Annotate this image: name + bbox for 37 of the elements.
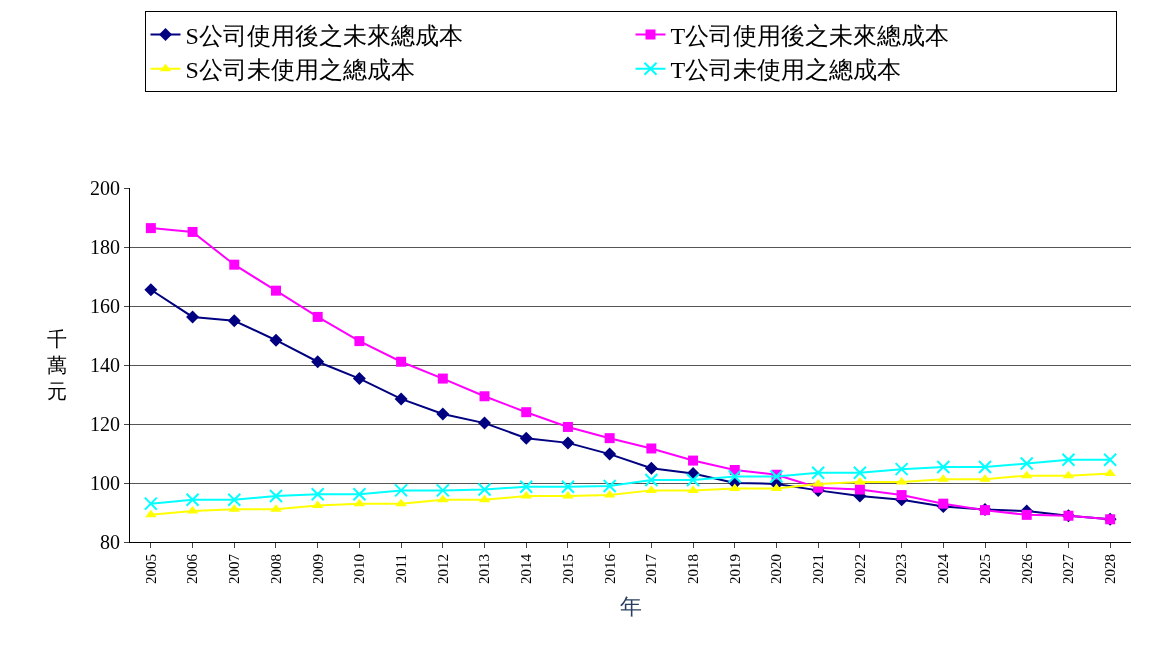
x-tick-label: 2017 xyxy=(643,553,660,584)
x-tick-label: 2020 xyxy=(768,554,785,584)
x-tick-label: 2025 xyxy=(976,554,993,584)
y-tick-label: 120 xyxy=(90,413,120,435)
x-tick-label: 2018 xyxy=(684,554,701,584)
x-tick-label: 2014 xyxy=(518,553,535,584)
x-tick-label: 2011 xyxy=(392,554,409,584)
legend-label: S公司未使用之總成本 xyxy=(185,57,415,84)
x-tick-label: 2021 xyxy=(810,554,827,584)
x-tick-label: 2013 xyxy=(476,554,493,584)
x-tick-label: 2012 xyxy=(434,554,451,584)
y-tick-label: 200 xyxy=(90,177,120,199)
legend-label: T公司使用後之未來總成本 xyxy=(670,22,950,49)
legend-label: S公司使用後之未來總成本 xyxy=(185,22,463,49)
x-tick-label: 2026 xyxy=(1018,553,1035,584)
x-tick-label: 2005 xyxy=(142,554,159,584)
y-tick-label: 80 xyxy=(100,531,120,553)
x-tick-label: 2022 xyxy=(851,554,868,584)
legend-label: T公司未使用之總成本 xyxy=(670,57,902,84)
y-tick-label: 180 xyxy=(90,236,120,258)
x-tick-label: 2007 xyxy=(226,553,243,584)
x-tick-label: 2016 xyxy=(601,553,618,584)
x-tick-label: 2028 xyxy=(1102,554,1119,584)
x-tick-label: 2006 xyxy=(184,553,201,584)
x-tick-label: 2023 xyxy=(893,554,910,584)
x-tick-label: 2009 xyxy=(309,554,326,584)
x-tick-label: 2027 xyxy=(1060,553,1077,584)
x-tick-label: 2024 xyxy=(935,553,952,584)
y-tick-label: 160 xyxy=(90,295,120,317)
y-tick-label: 140 xyxy=(90,354,120,376)
x-tick-label: 2008 xyxy=(267,554,284,584)
y-axis-title: 千萬元 xyxy=(47,328,67,402)
x-axis-title: 年 xyxy=(619,593,642,619)
x-tick-label: 2010 xyxy=(351,554,368,584)
x-tick-label: 2015 xyxy=(559,554,576,584)
x-tick-label: 2019 xyxy=(726,554,743,584)
y-tick-label: 100 xyxy=(90,472,120,494)
